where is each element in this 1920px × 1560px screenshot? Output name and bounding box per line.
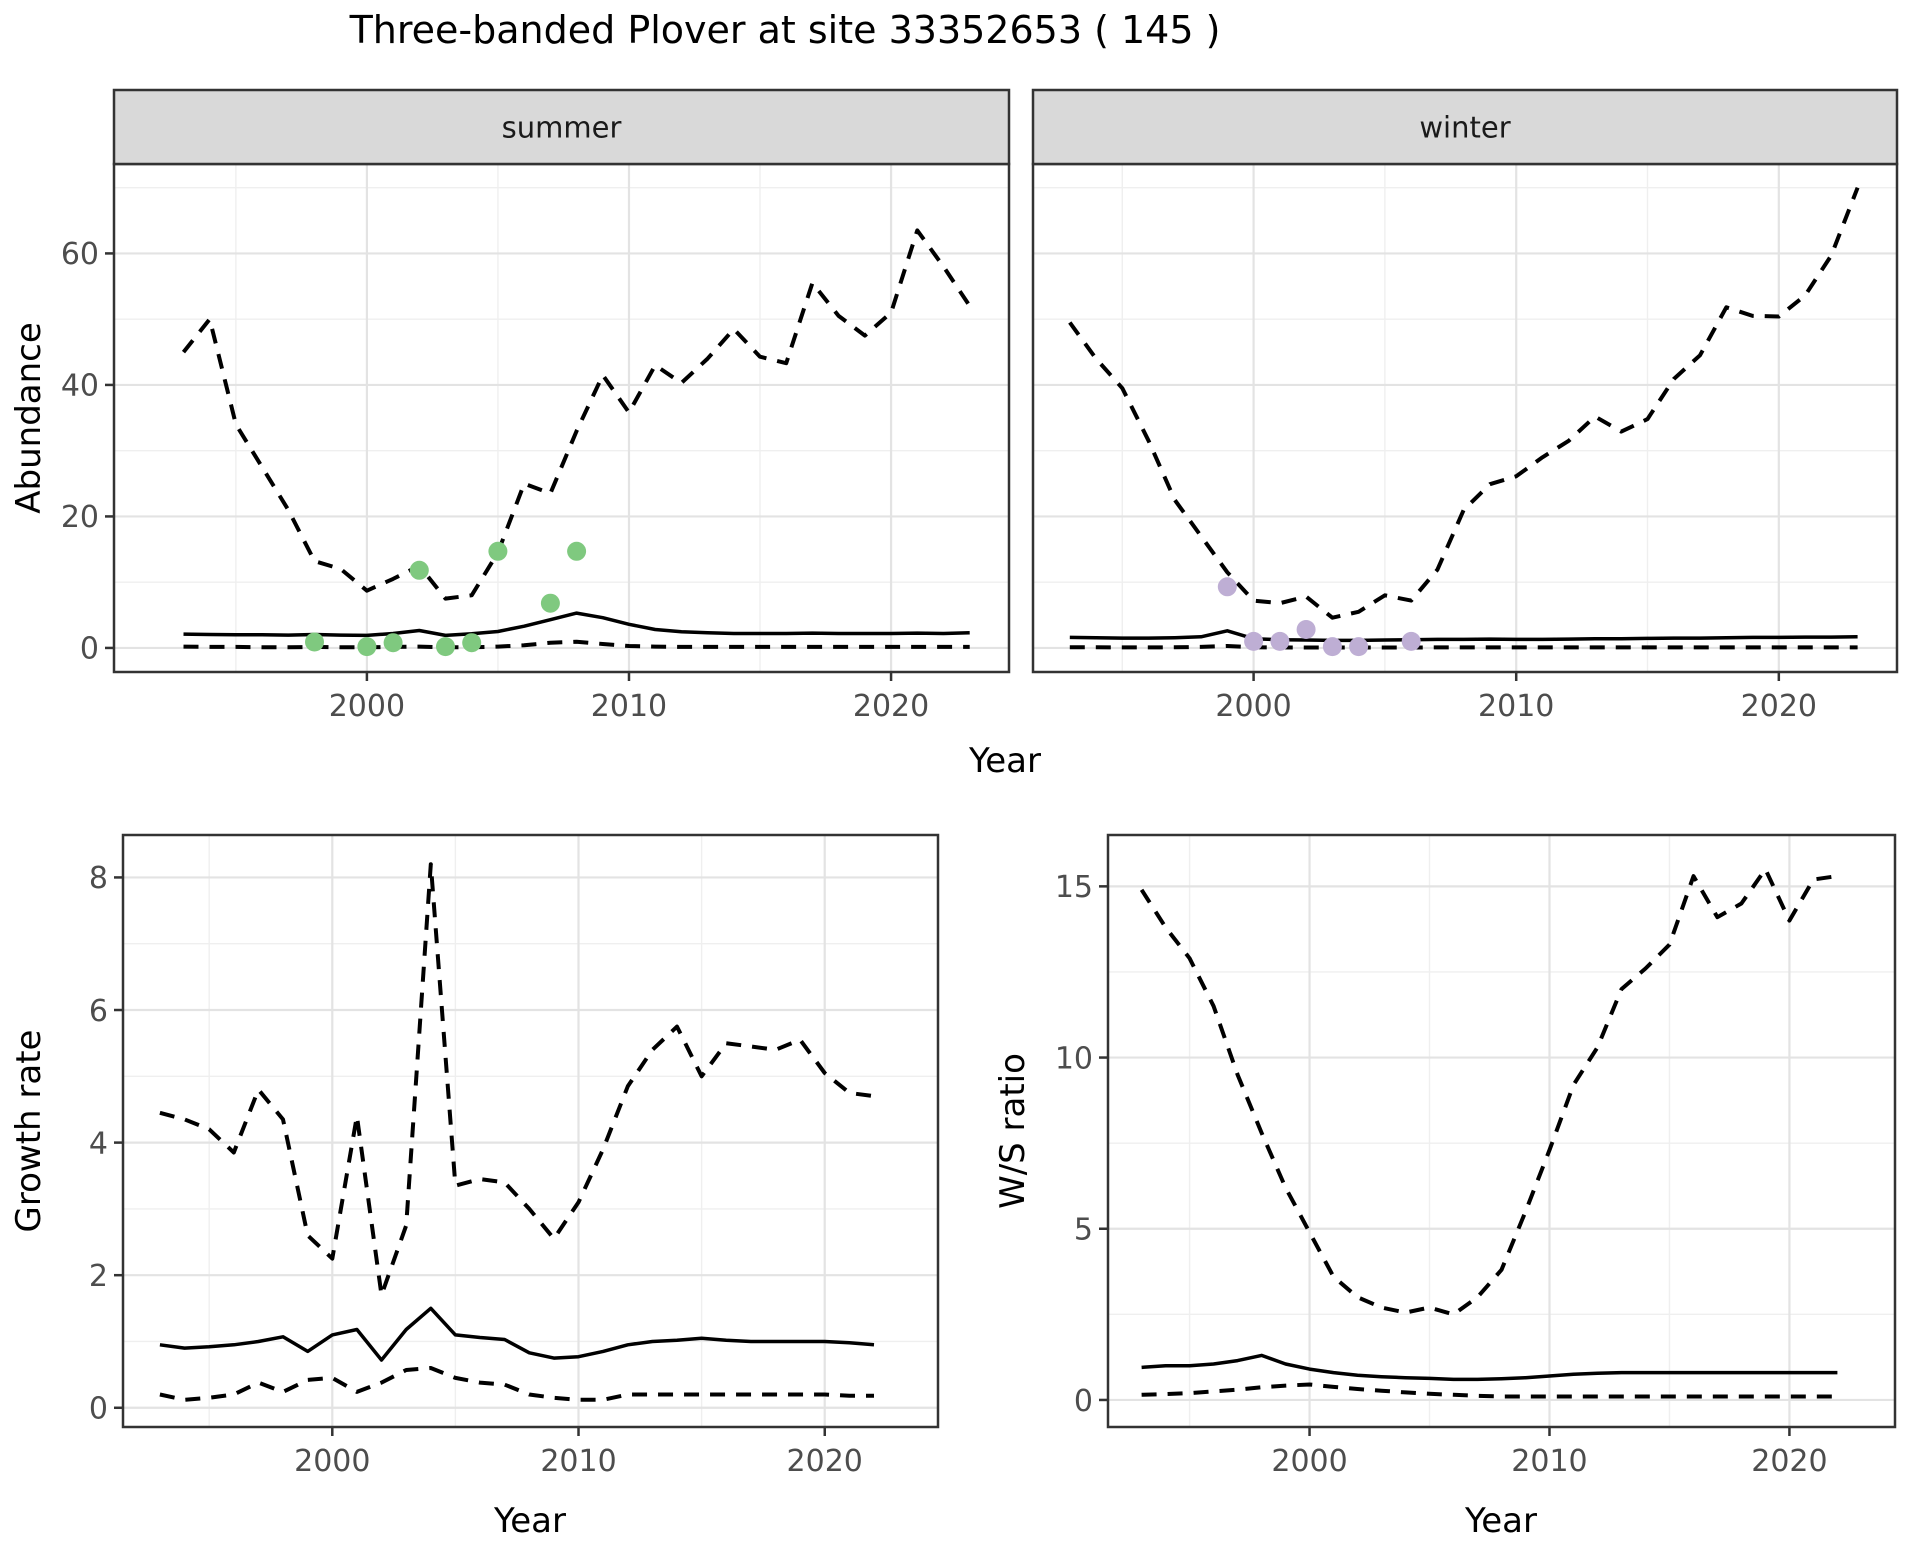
y-tick-label: 15	[1055, 870, 1093, 905]
observation-point	[383, 633, 403, 653]
x-tick-label: 2020	[1741, 689, 1817, 724]
y-tick-label: 20	[61, 500, 99, 535]
median-line	[159, 1306, 875, 1362]
observation-point	[1270, 631, 1290, 651]
observation-point	[1296, 620, 1316, 639]
panel-background	[114, 164, 1009, 672]
y-tick-label: 10	[1055, 1041, 1093, 1076]
y-tick-label: 5	[1074, 1213, 1093, 1248]
panel-growth-rate: 2000 2010 2020 0 2 4 6 8	[89, 833, 940, 1479]
observation-point	[540, 593, 560, 613]
observation-point	[488, 541, 508, 561]
panel-background	[123, 835, 938, 1427]
observation-point	[1401, 631, 1421, 651]
upper_ci-line	[1139, 867, 1838, 1317]
x-tick-label: 2010	[591, 689, 667, 724]
panel-abundance-winter: winter 2000 2010 2020	[1031, 88, 1899, 724]
gridlines	[123, 835, 938, 1427]
upper_ci-line	[1068, 186, 1860, 620]
x-tick-label: 2000	[329, 689, 405, 724]
x-tick-label: 2000	[294, 1444, 370, 1479]
panel-border	[121, 833, 940, 1429]
y-axis-title-ws-ratio: W/S ratio	[993, 1053, 1033, 1209]
y-tick-label: 0	[89, 1392, 108, 1427]
panel-border	[1106, 833, 1897, 1429]
x-tick-label: 2000	[1215, 689, 1291, 724]
lower_ci-line	[1069, 644, 1858, 650]
panel-background	[1033, 164, 1897, 672]
panel-background	[1108, 835, 1895, 1427]
y-tick-label: 40	[61, 369, 99, 404]
y-tick-label: 0	[1074, 1384, 1093, 1419]
x-axis-title-year-ws: Year	[1464, 1501, 1537, 1541]
y-tick-label: 8	[89, 861, 108, 896]
x-axis-title-year-top: Year	[968, 741, 1041, 781]
panel-ws-ratio: 2000 2010 2020 0 5 10 15	[1055, 833, 1897, 1479]
figure-title: Three-banded Plover at site 33352653 ( 1…	[349, 8, 1221, 52]
x-tick-label: 2000	[1271, 1444, 1347, 1479]
lower_ci-line	[1141, 1382, 1838, 1399]
facet-strip	[112, 88, 1011, 166]
observation-point	[305, 632, 324, 652]
observation-point	[567, 541, 587, 561]
observation-point	[462, 633, 482, 653]
observation-point	[436, 637, 455, 657]
x-tick-label: 2020	[853, 689, 929, 724]
observation-point	[1217, 577, 1237, 597]
observed-counts-summer	[305, 541, 587, 657]
median-line	[1141, 1353, 1838, 1382]
x-tick-label: 2010	[540, 1444, 616, 1479]
y-tick-label: 0	[80, 632, 99, 667]
observation-point	[1349, 637, 1369, 657]
facet-strip-label: winter	[1419, 110, 1510, 144]
y-tick-label: 2	[89, 1259, 108, 1294]
upper_ci-line	[159, 862, 875, 1298]
x-tick-label: 2020	[1751, 1444, 1827, 1479]
x-tick-label: 2010	[1511, 1444, 1587, 1479]
y-tick-label: 6	[89, 994, 108, 1029]
lower_ci-line	[159, 1366, 874, 1402]
upper_ci-line	[181, 228, 972, 601]
y-axis-title-abundance: Abundance	[9, 322, 49, 514]
gridlines	[1108, 835, 1895, 1427]
observation-point	[357, 637, 377, 657]
x-axis-title-year-growth: Year	[493, 1501, 566, 1541]
y-axis-title-growth-rate: Growth rate	[9, 1030, 49, 1233]
observed-counts-winter	[1217, 577, 1421, 657]
observation-point	[1322, 637, 1342, 657]
x-tick-label: 2020	[787, 1444, 863, 1479]
y-tick-label: 4	[89, 1126, 108, 1161]
facet-strip	[1031, 88, 1899, 166]
observation-point	[409, 560, 429, 580]
facet-strip-label: summer	[502, 110, 622, 144]
observation-point	[1244, 631, 1264, 651]
median-line	[1069, 629, 1858, 643]
y-tick-label: 60	[61, 237, 99, 272]
x-tick-label: 2010	[1478, 689, 1554, 724]
panel-abundance-summer: summer 2000 2010 2020 0 20 40 60	[61, 88, 1011, 724]
